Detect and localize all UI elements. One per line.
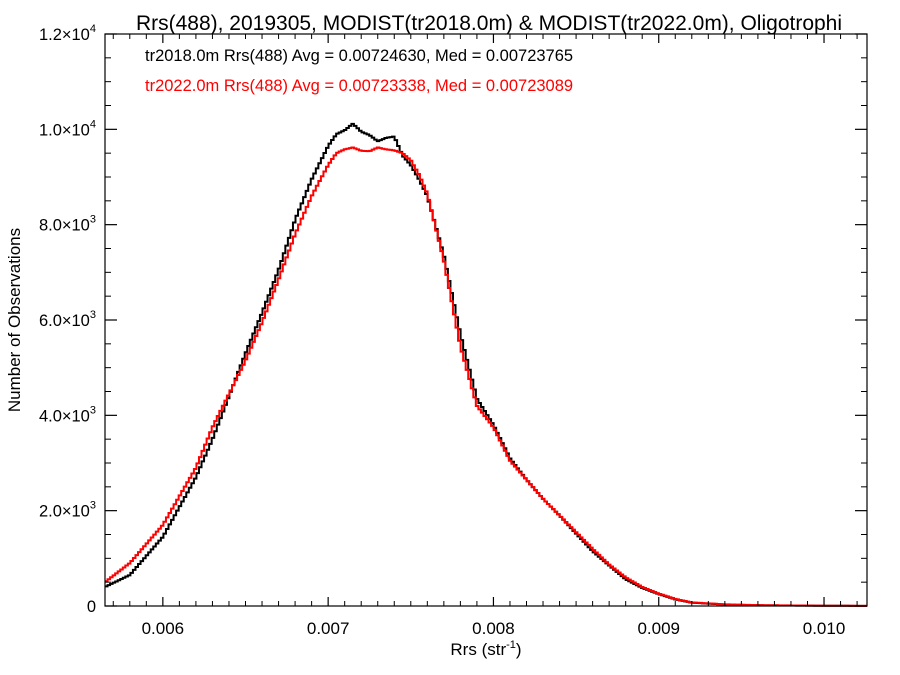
y-axis-ticks: 0 2.0×103 4.0×103 6.0×103 8.0×103 1.0×104 1.2×… xyxy=(39,23,867,616)
y-tick-label: 2.0×103 xyxy=(39,500,96,521)
legend-entry-2: tr2022.0m Rrs(488) Avg = 0.00723338, Med… xyxy=(145,77,573,95)
y-tick-label: 4.0×103 xyxy=(39,404,96,425)
x-tick-label: 0.006 xyxy=(142,619,185,638)
y-tick-label: 8.0×103 xyxy=(39,214,96,235)
y-tick-label: 1.2×104 xyxy=(39,23,96,44)
legend-entry-1: tr2018.0m Rrs(488) Avg = 0.00724630, Med… xyxy=(145,47,573,65)
x-axis-label: Rrs (str-1) xyxy=(450,639,521,659)
x-tick-label: 0.007 xyxy=(307,619,350,638)
x-tick-label: 0.009 xyxy=(637,619,680,638)
series-layer xyxy=(105,122,867,607)
x-tick-label: 0.010 xyxy=(803,619,846,638)
plot-frame xyxy=(104,33,868,607)
x-axis-ticks: 0.006 0.007 0.008 0.009 0.010 xyxy=(112,34,858,638)
y-tick-label: 0 xyxy=(87,598,96,616)
y-tick-label: 1.0×104 xyxy=(39,118,96,139)
x-tick-label: 0.008 xyxy=(472,619,515,638)
y-axis-label: Number of Observations xyxy=(5,228,24,412)
series-line-2 xyxy=(105,146,867,607)
y-tick-label: 6.0×103 xyxy=(39,309,96,330)
series-line-1 xyxy=(105,122,867,607)
chart-title: Rrs(488), 2019305, MODIST(tr2018.0m) & M… xyxy=(136,12,842,35)
